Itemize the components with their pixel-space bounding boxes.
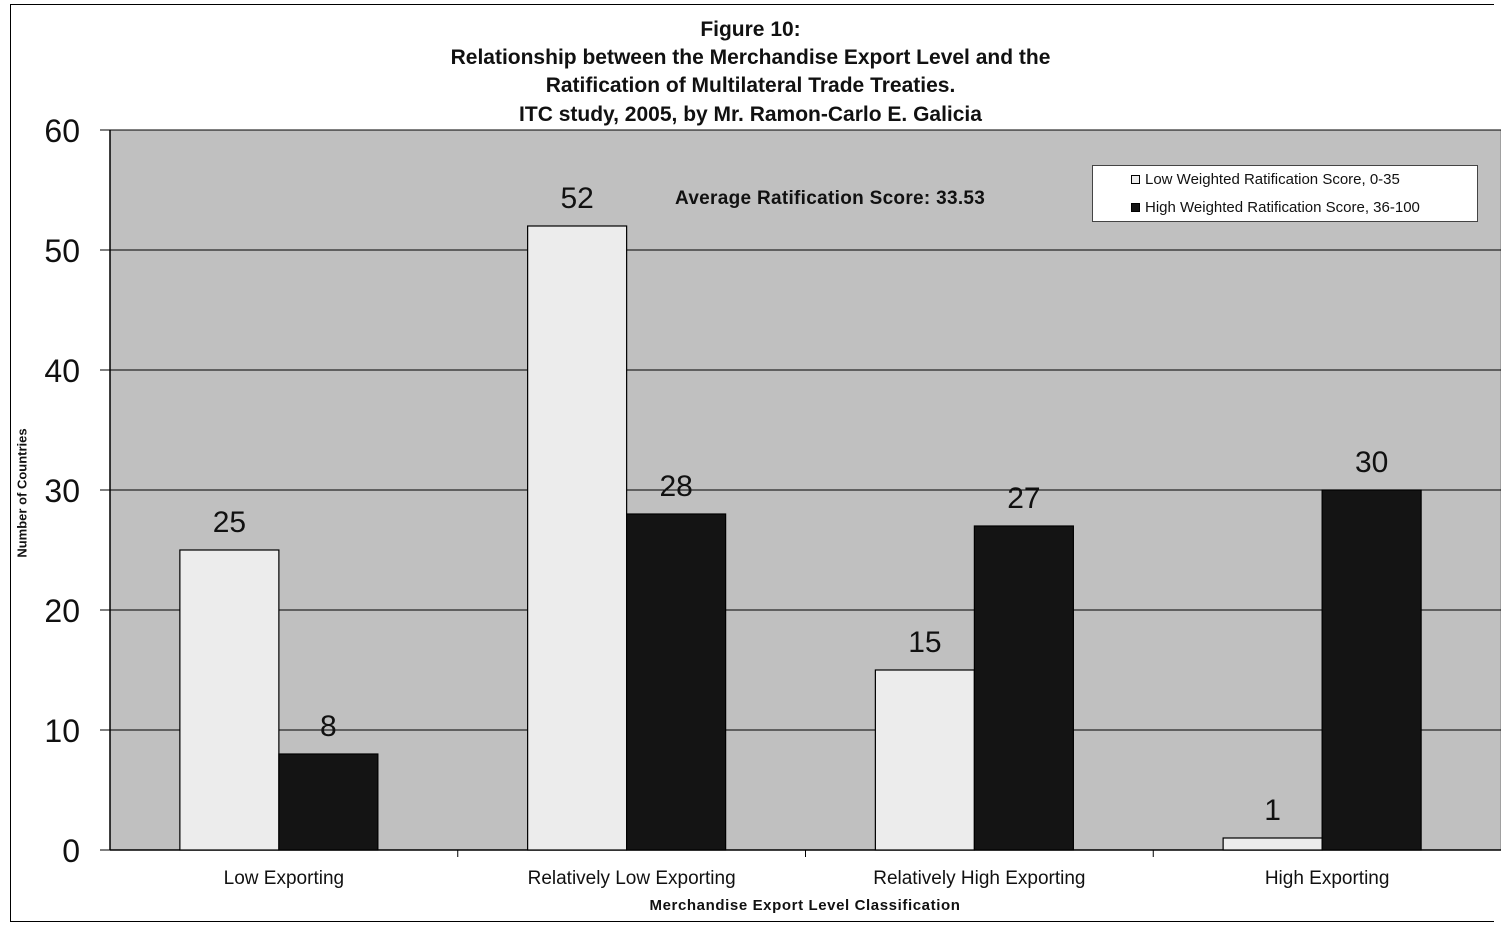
x-axis-label: Merchandise Export Level Classification (649, 897, 961, 914)
average-score-annotation: Average Ratification Score: 33.53 (675, 188, 986, 209)
bar-s0-c1 (527, 225, 628, 851)
data-label-s0-c2: 15 (908, 626, 941, 659)
y-tick-label-40: 40 (44, 353, 80, 389)
y-axis-label: Number of Countries (14, 428, 30, 558)
y-tick-label-30: 30 (44, 473, 80, 509)
legend-swatch-low (1131, 175, 1140, 184)
x-tick-label-1: Relatively Low Exporting (528, 868, 736, 889)
bar-s0-c2 (874, 669, 975, 851)
x-tick-label-2: Relatively High Exporting (873, 868, 1085, 889)
y-tick-label-20: 20 (44, 593, 80, 629)
data-label-s0-c1: 52 (560, 182, 593, 215)
legend-swatch-high (1131, 203, 1140, 212)
legend-item-low: Low Weighted Ratification Score, 0-35 (1131, 171, 1400, 188)
chart-title-line-3: Ratification of Multilateral Trade Treat… (545, 74, 956, 97)
chart-title-line-1: Figure 10: (700, 18, 801, 41)
y-tick-label-50: 50 (44, 233, 80, 269)
chart-title-line-4: ITC study, 2005, by Mr. Ramon-Carlo E. G… (519, 103, 982, 126)
legend-item-high: High Weighted Ratification Score, 36-100 (1131, 199, 1420, 216)
data-label-s1-c3: 30 (1355, 446, 1388, 479)
legend-label-low: Low Weighted Ratification Score, 0-35 (1145, 171, 1400, 188)
data-label-s1-c1: 28 (659, 470, 692, 503)
data-label-s0-c0: 25 (213, 506, 246, 539)
bar-s1-c1 (626, 513, 727, 851)
bar-s1-c0 (278, 753, 379, 851)
bar-s1-c2 (973, 525, 1074, 851)
x-tick-label-0: Low Exporting (224, 868, 344, 889)
legend-label-high: High Weighted Ratification Score, 36-100 (1145, 199, 1420, 216)
chart-title-line-2: Relationship between the Merchandise Exp… (450, 46, 1051, 69)
chart-legend: Low Weighted Ratification Score, 0-35 Hi… (1092, 165, 1478, 222)
y-tick-label-10: 10 (44, 713, 80, 749)
bar-s1-c3 (1321, 489, 1422, 851)
data-label-s0-c3: 1 (1264, 794, 1281, 827)
bar-s0-c0 (179, 549, 280, 851)
x-tick-label-3: High Exporting (1265, 868, 1390, 889)
bar-s0-c3 (1222, 837, 1323, 851)
data-label-s1-c2: 27 (1007, 482, 1040, 515)
y-tick-label-60: 60 (44, 113, 80, 149)
y-tick-label-0: 0 (62, 833, 80, 869)
data-label-s1-c0: 8 (320, 710, 337, 743)
